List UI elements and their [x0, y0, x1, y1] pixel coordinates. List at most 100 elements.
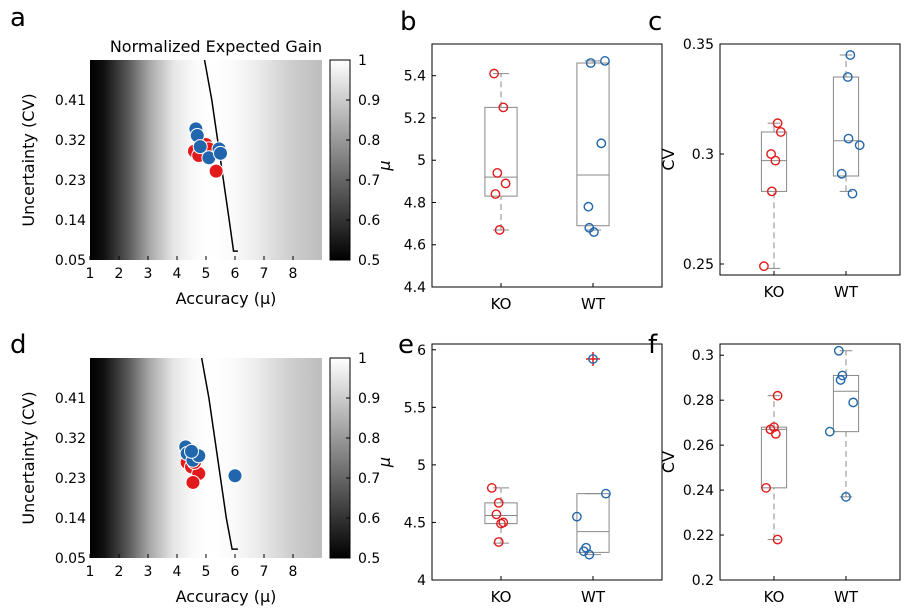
y-tick-label: 0.23 [55, 173, 86, 189]
x-tick-label: 4 [173, 564, 182, 580]
colorbar-tick-label: 1 [358, 53, 367, 69]
box [760, 426, 788, 489]
colorbar [329, 59, 351, 261]
x-tick-label: 2 [115, 266, 124, 282]
y-tick-label: 4.8 [404, 195, 426, 211]
x-tick-label: 5 [202, 266, 211, 282]
panel-d: d 1 2 3 4 5 6 7 8 0.05 0.14 0.23 0.32 0.41 Accuracy (μ… [10, 330, 380, 606]
ko-point [489, 68, 499, 79]
panel-label: f [648, 330, 658, 360]
x-tick-label: 7 [260, 564, 269, 580]
y-axis-label: Uncertainty (CV) [19, 93, 38, 226]
panel-label: a [10, 3, 26, 33]
panel-b: b 4.4 4.6 4.8 5 5.2 5.4 μ KO WT [375, 7, 663, 313]
y-tick-label: 5.2 [404, 111, 426, 127]
ko-point [208, 163, 224, 179]
y-tick-label: 4.6 [404, 238, 426, 254]
y-tick-label: 0.23 [55, 471, 86, 487]
colorbar-tick-label: 0.5 [358, 551, 380, 567]
wt-point [583, 201, 594, 212]
wt-point [847, 188, 858, 199]
colorbar-tick-label: 0.9 [358, 391, 380, 407]
x-tick-label: WT [834, 283, 859, 301]
colorbar-tick-label: 0.6 [358, 511, 380, 527]
box [576, 62, 610, 227]
ko-point [761, 482, 771, 493]
panel-label: c [648, 7, 662, 37]
x-tick-label: 8 [289, 266, 298, 282]
y-tick-label: 4.5 [404, 515, 426, 531]
y-tick-label: 0.25 [683, 257, 714, 273]
ko-point [498, 102, 509, 113]
box [576, 493, 610, 553]
ko-point [770, 155, 781, 166]
axes-frame [719, 43, 901, 276]
x-tick-label: 1 [86, 266, 95, 282]
ko-point [772, 118, 783, 129]
x-tick-label: 6 [231, 266, 240, 282]
panel-label: b [400, 7, 417, 37]
box [832, 374, 860, 433]
wt-point [596, 138, 607, 149]
wt-point [600, 488, 611, 499]
panel-a: a Normalized Expected Gain 1 2 3 4 5 6 7 8 0.05 0.1… [10, 3, 380, 308]
ko-point [770, 429, 781, 439]
x-tick-label: KO [764, 283, 785, 301]
wt-point [854, 140, 865, 151]
x-tick-label: 7 [260, 266, 269, 282]
y-tick-label: 0.05 [55, 253, 86, 269]
x-tick-label: 3 [144, 564, 153, 580]
y-tick-label: 0.2 [692, 573, 714, 589]
ko-point [490, 189, 501, 199]
ko-point [492, 167, 503, 178]
optimal-boundary-line [203, 59, 238, 252]
wt-point [842, 72, 853, 82]
wt-point [833, 345, 844, 356]
axes-frame [431, 43, 663, 288]
ko-point [772, 534, 783, 545]
y-axis-label: μ [375, 160, 394, 171]
x-tick-label: 1 [86, 564, 95, 580]
wt-point [192, 139, 208, 155]
y-tick-label: 4 [417, 573, 426, 589]
panel-c: c 0.25 0.3 0.35 CV KO WT [648, 7, 901, 301]
colorbar-tick-label: 0.7 [358, 173, 380, 189]
wt-point [836, 168, 847, 179]
chart-title: Normalized Expected Gain [110, 37, 322, 56]
wt-point [227, 468, 243, 484]
wt-point [837, 370, 848, 381]
wt-point [848, 397, 859, 408]
x-tick-label: 2 [115, 564, 124, 580]
colorbar-tick-label: 0.8 [358, 431, 380, 447]
x-tick-label: 3 [144, 266, 153, 282]
y-tick-label: 4.4 [404, 280, 426, 296]
ko-point [766, 186, 777, 197]
y-tick-label: 6 [417, 343, 426, 359]
y-tick-label: 0.41 [55, 93, 86, 109]
wt-point [600, 56, 610, 66]
y-tick-label: 0.24 [683, 483, 714, 499]
y-tick-label: 0.41 [55, 391, 86, 407]
panel-e: e 4 4.5 5 5.5 6 μ KO WT [375, 330, 663, 606]
box [484, 502, 518, 525]
x-tick-label: KO [491, 295, 512, 313]
box [760, 131, 788, 192]
x-tick-label: 6 [231, 564, 240, 580]
colorbar [329, 357, 351, 559]
wt-point [585, 58, 596, 68]
ko-point [775, 127, 786, 137]
y-tick-label: 5.5 [404, 400, 426, 416]
wt-point [824, 426, 835, 437]
wt-point [835, 375, 846, 385]
y-tick-label: 0.3 [692, 147, 714, 163]
colorbar-tick-label: 0.6 [358, 213, 380, 229]
ko-point [491, 509, 502, 520]
wt-point [584, 549, 595, 560]
wt-point [843, 133, 854, 144]
colorbar-tick-label: 0.5 [358, 253, 380, 269]
y-axis-label: μ [375, 457, 394, 468]
y-tick-label: 0.32 [55, 133, 86, 149]
y-tick-label: 0.3 [692, 348, 714, 364]
wt-point [589, 227, 599, 237]
